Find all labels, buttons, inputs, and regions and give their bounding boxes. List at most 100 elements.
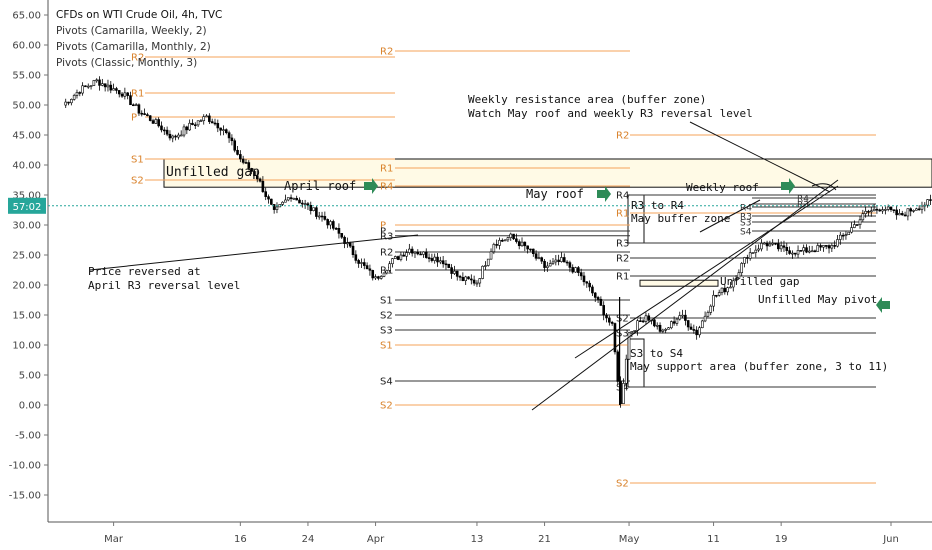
candle-body bbox=[112, 88, 115, 91]
candle-body bbox=[793, 252, 797, 255]
candle-body bbox=[520, 241, 524, 247]
candle-body bbox=[424, 251, 428, 258]
y-tick-label: 30.00 bbox=[12, 221, 41, 232]
candle-body bbox=[720, 287, 724, 293]
candle-body bbox=[517, 241, 521, 247]
x-tick-label: Apr bbox=[367, 534, 385, 545]
candle-body bbox=[717, 292, 721, 296]
classic-pivot-label-s2: S2 bbox=[616, 479, 629, 490]
candle-body bbox=[881, 209, 884, 212]
long-trendline-1 bbox=[531, 179, 839, 411]
candle-body bbox=[484, 265, 487, 267]
may-support-area-label: May support area (buffer zone, 3 to 11) bbox=[630, 360, 888, 373]
candle-body bbox=[472, 279, 476, 284]
x-tick-label: 16 bbox=[234, 534, 247, 545]
candle-body bbox=[760, 243, 763, 250]
may-roof-label: May roof bbox=[526, 187, 584, 201]
candle-body bbox=[715, 294, 718, 297]
weekly-resistance-pointer bbox=[689, 121, 831, 193]
candle-body bbox=[154, 119, 158, 124]
candle-body bbox=[188, 122, 191, 131]
candle-body bbox=[134, 104, 138, 107]
weekly-roof-curve bbox=[811, 183, 837, 191]
candle-body bbox=[123, 92, 127, 97]
candle-body bbox=[630, 331, 634, 334]
candle-body bbox=[838, 234, 842, 240]
candle-body bbox=[822, 245, 825, 248]
candle-body bbox=[165, 129, 169, 135]
candle-body bbox=[599, 298, 603, 306]
candle-body bbox=[512, 233, 515, 240]
unfilled-gap-label: Unfilled gap bbox=[166, 165, 260, 180]
camarilla-pivot-label-s1: S1 bbox=[380, 296, 393, 307]
candle-body bbox=[224, 129, 228, 133]
may-buffer-range-label: R3 to R4 bbox=[631, 199, 684, 212]
candle-body bbox=[151, 120, 155, 124]
candle-body bbox=[467, 276, 470, 280]
candle-body bbox=[202, 116, 206, 122]
candle-body bbox=[182, 126, 186, 136]
candle-body bbox=[712, 294, 715, 307]
candle-body bbox=[492, 244, 496, 253]
candle-body bbox=[909, 208, 913, 212]
candle-body bbox=[844, 234, 848, 236]
candle-body bbox=[551, 261, 555, 264]
classic-pivot-label-s1: S1 bbox=[380, 341, 393, 352]
candle-body bbox=[365, 265, 369, 270]
candle-body bbox=[548, 263, 552, 267]
y-tick-label: 0.00 bbox=[19, 401, 41, 412]
candle-body bbox=[174, 135, 177, 138]
price-reversed-label: Price reversed at bbox=[88, 265, 201, 278]
candle-body bbox=[337, 228, 341, 234]
candle-body bbox=[216, 123, 220, 129]
y-tick-label: 60.00 bbox=[12, 41, 41, 52]
candle-body bbox=[357, 260, 360, 264]
candle-body bbox=[667, 327, 670, 330]
candle-body bbox=[574, 267, 577, 273]
camarilla-pivot-label-r1: R1 bbox=[616, 272, 629, 283]
candle-body bbox=[534, 253, 538, 259]
candle-body bbox=[255, 175, 259, 180]
candle-body bbox=[746, 257, 749, 259]
candle-body bbox=[284, 199, 287, 203]
candle-body bbox=[768, 243, 772, 247]
candle-body bbox=[478, 278, 482, 284]
candle-body bbox=[171, 135, 175, 139]
candle-body bbox=[624, 358, 628, 384]
y-tick-label: -10.00 bbox=[9, 461, 41, 472]
candle-body bbox=[86, 85, 90, 88]
candle-body bbox=[120, 93, 124, 97]
y-tick-label: 50.00 bbox=[12, 101, 41, 112]
candle-body bbox=[819, 245, 822, 248]
candle-body bbox=[89, 85, 93, 87]
candle-body bbox=[413, 251, 417, 254]
candle-body bbox=[799, 250, 803, 252]
candle-body bbox=[137, 104, 141, 114]
candle-body bbox=[343, 236, 346, 244]
y-tick-label: 10.00 bbox=[12, 341, 41, 352]
candle-body bbox=[847, 231, 851, 235]
candle-body bbox=[841, 234, 845, 237]
candle-body bbox=[816, 245, 820, 252]
candle-body bbox=[709, 305, 713, 313]
candle-body bbox=[281, 201, 284, 205]
candle-body bbox=[579, 272, 583, 277]
x-tick-label: 11 bbox=[707, 534, 720, 545]
candle-body bbox=[117, 90, 121, 95]
candle-body bbox=[148, 115, 152, 121]
camarilla-pivot-label-r3: R3 bbox=[616, 239, 629, 250]
y-tick-label: 20.00 bbox=[12, 281, 41, 292]
classic-pivot-label-r1: R1 bbox=[380, 164, 393, 175]
candle-body bbox=[334, 228, 338, 230]
camarilla-pivot-label-s3: S3 bbox=[616, 329, 629, 340]
candle-body bbox=[864, 210, 867, 214]
candle-body bbox=[354, 254, 358, 261]
camarilla-pivot-label-s3: S3 bbox=[380, 326, 393, 337]
candle-body bbox=[751, 252, 755, 254]
april-r3-pointer-line bbox=[89, 234, 419, 271]
camarilla-pivot-label-s2: S2 bbox=[616, 314, 629, 325]
may-buffer-zone-label: May buffer zone bbox=[631, 212, 730, 225]
candle-body bbox=[453, 270, 456, 274]
candle-body bbox=[700, 320, 704, 329]
